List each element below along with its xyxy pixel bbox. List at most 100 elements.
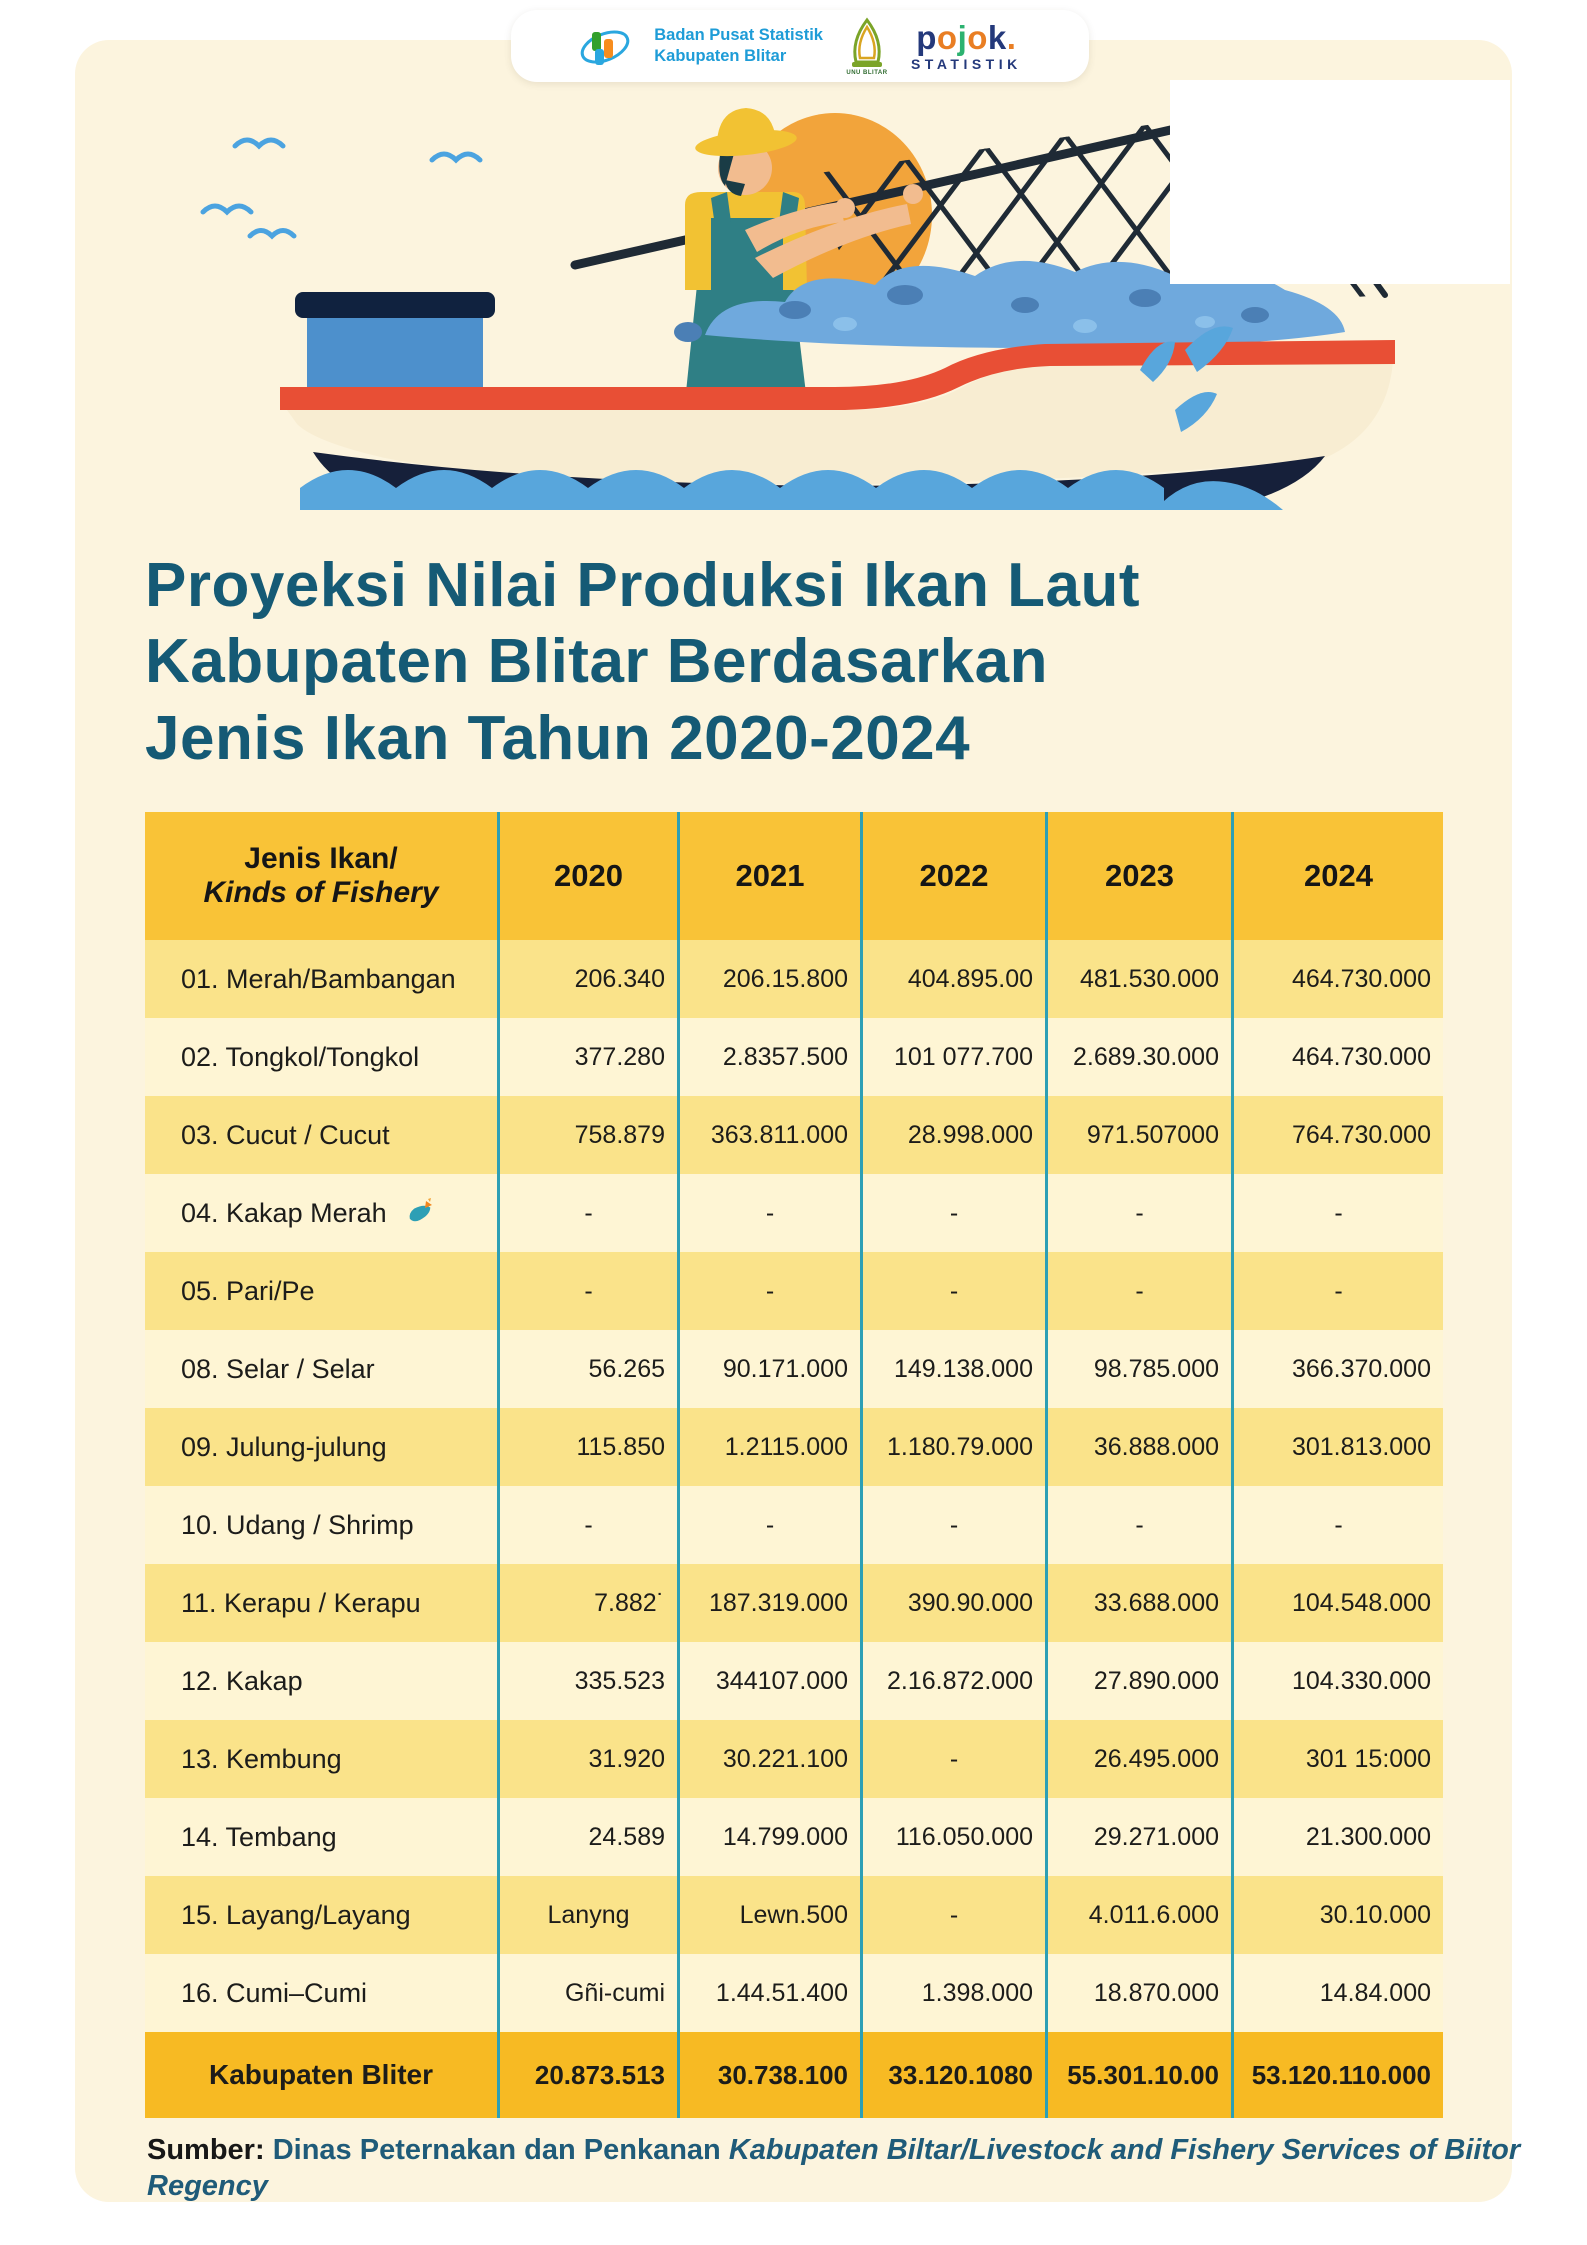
fish-kind-label: 04. Kakap Merah	[145, 1174, 500, 1252]
pojok-dot: .	[1006, 19, 1017, 56]
title-line-2: Kabupaten Blitar Berdasarkan	[145, 627, 1048, 697]
unu-blitar-emblem: UNU BLITAR	[845, 17, 889, 76]
table-cell: 104.548.000	[1291, 1588, 1431, 1617]
fish-kind-label: 09. Julung-julung	[145, 1408, 500, 1486]
table-row: 14. Tembang 24.589 14.799.000 116.050.00…	[145, 1798, 1443, 1876]
total-cell: 20.873.513	[500, 2032, 680, 2118]
fish-kind-label: 12. Kakap	[145, 1642, 500, 1720]
fish-kind-label: 08. Selar / Selar	[145, 1330, 500, 1408]
table-row: 08. Selar / Selar 56.265 90.171.000 149.…	[145, 1330, 1443, 1408]
fish-kind-label: 15. Layang/Layang	[145, 1876, 500, 1954]
header-kinds-of-fishery: Jenis Ikan/ Kinds of Fishery	[145, 812, 500, 940]
pojok-subtitle: STATISTIK	[910, 56, 1022, 72]
table-cell: 2.16.872.000	[863, 1642, 1048, 1720]
table-cell: 1.180.79.000	[863, 1408, 1048, 1486]
table-cell: -	[863, 1174, 1048, 1252]
table-cell: -	[680, 1486, 863, 1564]
source-text-italic: Kabupaten Biltar/Livestock and Fishery S…	[147, 2134, 1521, 2203]
table-cell: -	[863, 1720, 1048, 1798]
table-cell: 14.799.000	[680, 1798, 863, 1876]
table-row: 03. Cucut / Cucut 758.879 363.811.000 28…	[145, 1096, 1443, 1174]
birds-icon	[200, 137, 483, 240]
water-splashes	[1140, 326, 1283, 510]
table-cell: 26.495.000	[1048, 1720, 1234, 1798]
table-cell: 464.730.000	[1291, 1042, 1431, 1071]
title-line-3: Jenis Ikan Tahun 2020-2024	[145, 703, 971, 773]
table-cell: 764.730.000	[1291, 1120, 1431, 1149]
pojok-statistik-logo: pojok. STATISTIK	[911, 21, 1022, 71]
table-cell: -	[1048, 1252, 1234, 1330]
table-row: 09. Julung-julung 115.850 1.2115.000 1.1…	[145, 1408, 1443, 1486]
table-cell: -	[680, 1174, 863, 1252]
fish-kind-label: 10. Udang / Shrimp	[145, 1486, 500, 1564]
fish-kind-label: 05. Pari/Pe	[145, 1252, 500, 1330]
table-cell: -	[1334, 1198, 1343, 1227]
table-cell: 335.523	[500, 1642, 680, 1720]
table-cell: -	[680, 1252, 863, 1330]
table-cell: -	[1048, 1486, 1234, 1564]
total-cell: 30.738.100	[680, 2032, 863, 2118]
total-cell: 55.301.10.00	[1048, 2032, 1234, 2118]
pojok-letter: o	[936, 19, 958, 56]
table-header-row: Jenis Ikan/ Kinds of Fishery 2020 2021 2…	[145, 812, 1443, 940]
table-cell: 30.10.000	[1319, 1900, 1431, 1929]
table-cell: 206.15.800	[680, 940, 863, 1018]
page-title: Proyeksi Nilai Produksi Ikan Laut Kabupa…	[145, 548, 1490, 777]
table-cell: 4.011.6.000	[1048, 1876, 1234, 1954]
table-row: 05. Pari/Pe - - - - -	[145, 1252, 1443, 1330]
table-cell: 344107.000	[680, 1642, 863, 1720]
water-waves	[300, 470, 1164, 510]
header-year-2021: 2021	[680, 812, 863, 940]
header-year-2020: 2020	[500, 812, 680, 940]
table-cell: -	[500, 1174, 680, 1252]
table-cell: 24.589	[500, 1798, 680, 1876]
white-overlay-block	[1170, 80, 1510, 284]
table-cell: Lanyng	[500, 1876, 680, 1954]
table-cell: 301.813.000	[1291, 1432, 1431, 1461]
fish-kind-label: 02. Tongkol/Tongkol	[145, 1018, 500, 1096]
table-cell: 363.811.000	[680, 1096, 863, 1174]
total-cell: 33.120.1080	[863, 2032, 1048, 2118]
header-year-2023: 2023	[1048, 812, 1234, 940]
table-row: 12. Kakap 335.523 344107.000 2.16.872.00…	[145, 1642, 1443, 1720]
table-cell: 27.890.000	[1048, 1642, 1234, 1720]
table-cell: 758.879	[500, 1096, 680, 1174]
table-cell: 90.171.000	[680, 1330, 863, 1408]
table-cell: 115.850	[500, 1408, 680, 1486]
bps-logo-text: Badan Pusat Statistik Kabupaten Blitar	[654, 25, 823, 66]
table-cell: 28.998.000	[863, 1096, 1048, 1174]
table-cell: 18.870.000	[1048, 1954, 1234, 2032]
source-text: Dinas Peternakan dan Penkanan	[272, 2134, 729, 2166]
fish-production-table: Jenis Ikan/ Kinds of Fishery 2020 2021 2…	[145, 812, 1443, 2118]
table-cell: 481.530.000	[1048, 940, 1234, 1018]
table-cell: 56.265	[500, 1330, 680, 1408]
table-row: 15. Layang/Layang Lanyng Lewn.500 - 4.01…	[145, 1876, 1443, 1954]
pojok-letter: j	[957, 19, 968, 56]
table-cell: Gñi-cumi	[500, 1954, 680, 2032]
header-jenis-ikan: Jenis Ikan/	[244, 842, 398, 875]
table-cell: -	[1048, 1174, 1234, 1252]
pojok-letter: p	[916, 19, 937, 56]
table-cell: -	[863, 1252, 1048, 1330]
pojok-letter: k	[987, 19, 1007, 56]
table-row: 04. Kakap Merah - - - - -	[145, 1174, 1443, 1252]
table-row: 01. Merah/Bambangan 206.340 206.15.800 4…	[145, 940, 1443, 1018]
fish-kind-text: 04. Kakap Merah	[181, 1197, 387, 1228]
unu-label: UNU BLITAR	[846, 69, 888, 76]
table-cell: -	[1334, 1276, 1343, 1305]
table-cell: 301 15:000	[1305, 1744, 1431, 1773]
fish-kind-label: 11. Kerapu / Kerapu	[145, 1564, 500, 1642]
unu-mosque-icon	[851, 17, 882, 67]
table-cell: 98.785.000	[1048, 1330, 1234, 1408]
table-cell: 14.84.000	[1319, 1978, 1431, 2007]
total-cell: 53.120.110.000	[1251, 2059, 1431, 2090]
table-cell: 366.370.000	[1291, 1354, 1431, 1383]
total-label: Kabupaten Bliter	[145, 2032, 500, 2118]
bps-region: Kabupaten Blitar	[654, 47, 787, 65]
table-cell: -	[863, 1486, 1048, 1564]
source-note: Sumber: Dinas Peternakan dan Penkanan Ka…	[147, 2132, 1547, 2205]
table-cell: 1.44.51.400	[680, 1954, 863, 2032]
fish-kind-label: 01. Merah/Bambangan	[145, 940, 500, 1018]
table-cell: 971.507000	[1048, 1096, 1234, 1174]
table-cell: 206.340	[500, 940, 680, 1018]
